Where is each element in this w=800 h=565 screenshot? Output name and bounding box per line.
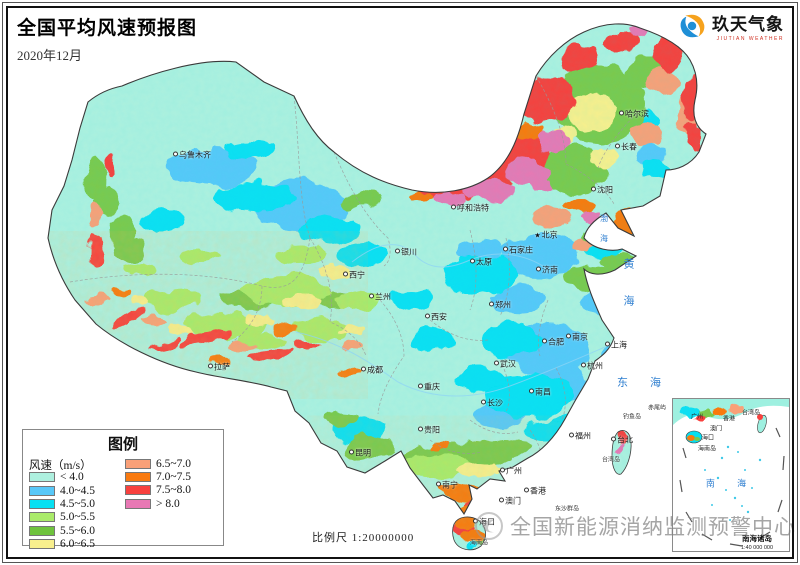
legend-item: 6.0~6.5	[29, 537, 125, 550]
legend-item: 4.5~5.0	[29, 497, 125, 510]
legend-item-label: < 4.0	[60, 471, 84, 484]
legend-swatch	[125, 458, 151, 469]
brand-name: 玖天气象	[712, 15, 784, 34]
legend-item: 7.0~7.5	[125, 470, 221, 483]
legend-item: 5.0~5.5	[29, 511, 125, 524]
inset-sea-label: 南 海	[705, 478, 757, 489]
province-borders	[69, 75, 641, 471]
inset-dash-line	[679, 427, 785, 547]
legend-item: < 4.0	[29, 471, 125, 484]
legend-item: 4.0~4.5	[29, 484, 125, 497]
legend-title: 图例	[107, 437, 138, 453]
legend-item-label: 4.5~5.0	[60, 497, 95, 510]
page-subtitle: 2020年12月	[17, 48, 83, 63]
legend-swatch	[125, 472, 151, 483]
inset-minimap	[672, 398, 790, 552]
legend-item-label: 6.5~7.0	[156, 457, 191, 470]
brand-tagline: JIUTIAN WEATHER	[716, 36, 784, 42]
legend-item-label: > 8.0	[156, 497, 180, 510]
legend-swatch	[29, 539, 55, 550]
scale-bar-label: 比例尺 1:20000000	[312, 532, 415, 544]
legend-item-label: 5.0~5.5	[60, 511, 95, 524]
rivers	[295, 244, 613, 397]
legend-item-label: 6.0~6.5	[60, 538, 95, 551]
inset-title: 南海诸岛	[742, 534, 772, 543]
header: 全国平均风速预报图 2020年12月	[17, 13, 197, 64]
inset-caption: 南海诸岛 1:40 000 000	[741, 533, 773, 551]
legend-item: 5.5~6.0	[29, 524, 125, 537]
inset-scale: 1:40 000 000	[740, 545, 774, 551]
legend-item: 7.5~8.0	[125, 484, 221, 497]
legend-left-column: 风速（m/s） < 4.0 4.0~4.5 4.5~5.0 5.0~5.5 5.5~6.…	[29, 457, 125, 551]
swirl-logo-icon	[680, 14, 705, 38]
legend-item: 6.5~7.0	[125, 457, 221, 470]
legend-swatch	[29, 512, 55, 523]
page-title: 全国平均风速预报图	[17, 18, 198, 39]
legend-item-label: 7.5~8.0	[156, 484, 191, 497]
legend-swatch	[125, 485, 151, 496]
legend-swatch	[29, 498, 55, 509]
legend-left-items: < 4.0 4.0~4.5 4.5~5.0 5.0~5.5 5.5~6.0 6.0~6.5	[29, 471, 125, 551]
legend-right-column: 6.5~7.0 7.0~7.5 7.5~8.0 > 8.0	[125, 457, 221, 551]
legend-swatch	[29, 472, 55, 483]
legend-panel: 图例 风速（m/s） < 4.0 4.0~4.5 4.5~5.0 5.0~5.5 5.5…	[22, 429, 224, 550]
legend-swatch	[29, 525, 55, 536]
legend-swatch	[29, 485, 55, 496]
legend-item-label: 7.0~7.5	[156, 471, 191, 484]
legend-item-label: 5.5~6.0	[60, 524, 95, 537]
legend-item-label: 4.0~4.5	[60, 484, 95, 497]
legend-columns: 风速（m/s） < 4.0 4.0~4.5 4.5~5.0 5.0~5.5 5.5~6.…	[23, 454, 223, 551]
legend-unit-label: 风速（m/s）	[29, 460, 92, 472]
legend-right-items: 6.5~7.0 7.0~7.5 7.5~8.0 > 8.0	[125, 457, 221, 511]
coastline	[47, 23, 707, 551]
brand-logo: 玖天气象 JIUTIAN WEATHER	[676, 10, 784, 42]
legend-swatch	[125, 498, 151, 509]
legend-item: > 8.0	[125, 497, 221, 510]
inset-island-dots	[704, 445, 762, 521]
